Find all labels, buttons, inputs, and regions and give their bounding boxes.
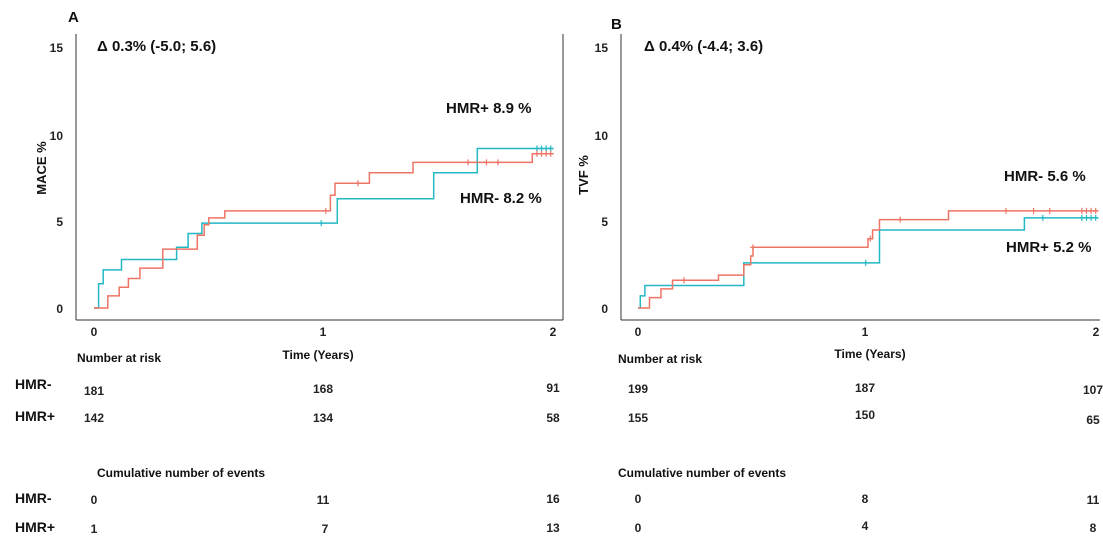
panel-b-y-tick-5: 5 <box>601 215 608 229</box>
panel-a-censor-mark-hmr-plus <box>483 159 490 166</box>
panel-a-events-row-label: HMR+ <box>15 519 55 535</box>
panel-a-events-cell: 7 <box>322 522 329 536</box>
panel-a-events-cell: 1 <box>91 522 98 536</box>
panel-b-delta-annotation: Δ 0.4% (-4.4; 3.6) <box>644 38 763 55</box>
panel-b-censor-mark-hmr-minus <box>681 277 687 284</box>
panel-b-risk-cell: 199 <box>628 382 648 396</box>
panel-b-risk-cell: 107 <box>1083 383 1103 397</box>
panel-b-censor-mark-hmr-minus <box>1092 207 1099 214</box>
panel-b: B Δ 0.4% (-4.4; 3.6) TVF % 15 10 5 0 0 1… <box>576 16 1103 535</box>
panel-b-x-tick-2: 2 <box>1093 325 1100 339</box>
panel-b-y-tick-0: 0 <box>601 302 608 316</box>
panel-b-curve-hmr-minus <box>638 210 1098 309</box>
panel-a-y-tick-15: 15 <box>50 41 64 55</box>
panel-a-series-label-hmr-plus: HMR+ 8.9 % <box>446 100 531 117</box>
panel-b-censor-mark-hmr-minus <box>1003 207 1009 214</box>
panel-a-risk-cell: 142 <box>84 411 104 425</box>
panel-b-series-label-hmr-minus: HMR- 5.6 % <box>1004 168 1086 185</box>
panel-a-delta-annotation: Δ 0.3% (-5.0; 5.6) <box>97 38 216 55</box>
panel-a-curve-hmr-minus <box>94 147 553 309</box>
panel-a-censor-mark-hmr-plus <box>494 159 501 166</box>
panel-b-events-cell: 4 <box>862 519 869 533</box>
panel-b-events-cell: 0 <box>635 521 642 535</box>
panel-a-events-cell: 13 <box>546 521 560 535</box>
panel-b-series-label-hmr-plus: HMR+ 5.2 % <box>1006 239 1091 256</box>
panel-a-censor-mark-hmr-minus <box>547 145 554 152</box>
panel-a-curve-hmr-plus <box>94 152 553 309</box>
panel-a-risk-cell: 91 <box>546 381 560 395</box>
panel-a-events-header: Cumulative number of events <box>97 466 265 480</box>
panel-a-censor-mark-hmr-plus <box>322 207 329 214</box>
panel-a-censor-mark-hmr-minus <box>318 220 325 227</box>
panel-a-risk-cell: 181 <box>84 384 104 398</box>
panel-b-censor-mark-hmr-minus <box>867 235 874 242</box>
panel-a-risk-row-label: HMR+ <box>15 408 55 424</box>
panel-b-y-axis-label: TVF % <box>576 155 591 195</box>
panel-b-x-tick-0: 0 <box>635 325 642 339</box>
panel-a-x-tick-1: 1 <box>320 325 327 339</box>
panel-b-risk-cell: 155 <box>628 411 648 425</box>
panel-b-censor-mark-hmr-minus <box>1030 207 1037 214</box>
panel-b-risk-header: Number at risk <box>618 352 702 366</box>
panel-b-censor-mark-hmr-minus <box>750 244 756 251</box>
panel-a-censor-mark-hmr-plus <box>547 150 554 157</box>
panel-a-x-axis-label: Time (Years) <box>282 348 353 362</box>
panel-a-censor-mark-hmr-plus <box>354 180 361 187</box>
panel-a-label: A <box>68 9 79 26</box>
panel-a-risk-header: Number at risk <box>77 351 161 365</box>
panel-b-curve-hmr-plus <box>638 217 1098 309</box>
panel-a-y-tick-5: 5 <box>56 215 63 229</box>
panel-a: A Δ 0.3% (-5.0; 5.6) MACE % 15 10 5 0 0 … <box>15 9 564 536</box>
panel-b-events-header: Cumulative number of events <box>618 466 786 480</box>
panel-b-risk-cell: 150 <box>855 408 875 422</box>
panel-a-risk-cell: 168 <box>313 382 333 396</box>
panel-b-events-cell: 11 <box>1087 493 1100 507</box>
panel-b-label: B <box>611 16 622 33</box>
panel-b-plot-area <box>638 207 1099 309</box>
panel-b-censor-mark-hmr-minus <box>897 216 904 223</box>
panel-a-risk-cell: 58 <box>546 411 560 425</box>
panel-a-risk-row-label: HMR- <box>15 376 52 392</box>
panel-a-events-cell: 16 <box>546 492 560 506</box>
panel-a-y-tick-10: 10 <box>50 129 64 143</box>
panel-b-events-cell: 0 <box>635 492 642 506</box>
panel-a-events-cell: 11 <box>317 493 330 507</box>
panel-a-y-axis-label: MACE % <box>34 141 49 195</box>
panel-a-x-tick-2: 2 <box>550 325 557 339</box>
panel-b-x-tick-1: 1 <box>862 325 869 339</box>
panel-a-series-label-hmr-minus: HMR- 8.2 % <box>460 190 542 207</box>
panel-b-censor-mark-hmr-minus <box>1046 207 1053 214</box>
panel-a-plot-area <box>94 145 554 309</box>
panel-a-y-tick-0: 0 <box>56 302 63 316</box>
panel-b-risk-cell: 65 <box>1086 413 1100 427</box>
panel-b-y-tick-15: 15 <box>595 41 609 55</box>
panel-a-censor-mark-hmr-plus <box>465 159 472 166</box>
panel-b-events-cell: 8 <box>862 492 869 506</box>
panel-b-censor-mark-hmr-plus <box>1092 214 1099 221</box>
panel-b-x-axis-label: Time (Years) <box>834 347 905 361</box>
panel-b-events-cell: 8 <box>1090 521 1097 535</box>
panel-a-events-row-label: HMR- <box>15 490 52 506</box>
panel-b-censor-mark-hmr-plus <box>1039 214 1046 221</box>
panel-a-events-cell: 0 <box>91 493 98 507</box>
panel-a-x-tick-0: 0 <box>91 325 98 339</box>
panel-b-risk-cell: 187 <box>855 381 875 395</box>
panel-b-y-tick-10: 10 <box>595 129 609 143</box>
panel-b-censor-mark-hmr-plus <box>862 259 869 266</box>
panel-a-risk-cell: 134 <box>313 411 333 425</box>
